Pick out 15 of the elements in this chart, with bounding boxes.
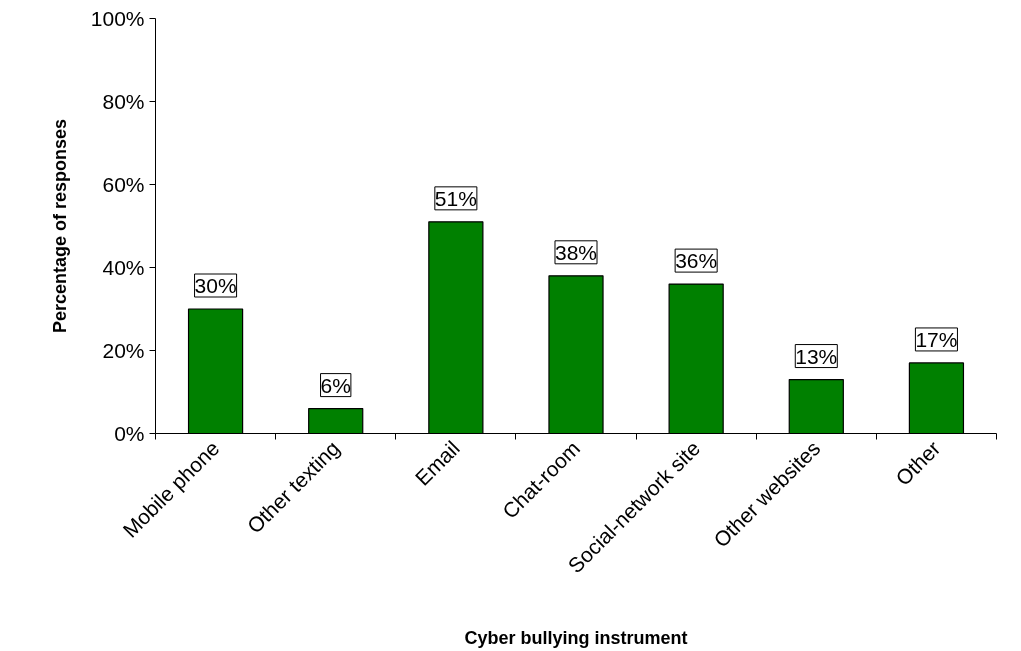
y-tick-label: 80% bbox=[102, 90, 145, 113]
y-tick-label: 100% bbox=[90, 7, 145, 30]
data-label: 13% bbox=[795, 344, 838, 368]
data-label: 30% bbox=[194, 274, 237, 297]
y-tick-label: 20% bbox=[102, 339, 145, 362]
data-label: 38% bbox=[554, 240, 598, 264]
y-tick-label: 60% bbox=[102, 173, 145, 196]
x-axis-title: Cyber bullying instrument bbox=[464, 628, 688, 649]
y-tick-label: 40% bbox=[102, 256, 145, 279]
data-label: 17% bbox=[915, 327, 958, 351]
data-label: 51% bbox=[434, 186, 477, 210]
data-label: 6% bbox=[320, 373, 351, 397]
y-axis-title: Percentage of responses bbox=[49, 118, 70, 334]
y-tick-label: 0% bbox=[114, 422, 145, 445]
data-label: 36% bbox=[675, 249, 718, 273]
